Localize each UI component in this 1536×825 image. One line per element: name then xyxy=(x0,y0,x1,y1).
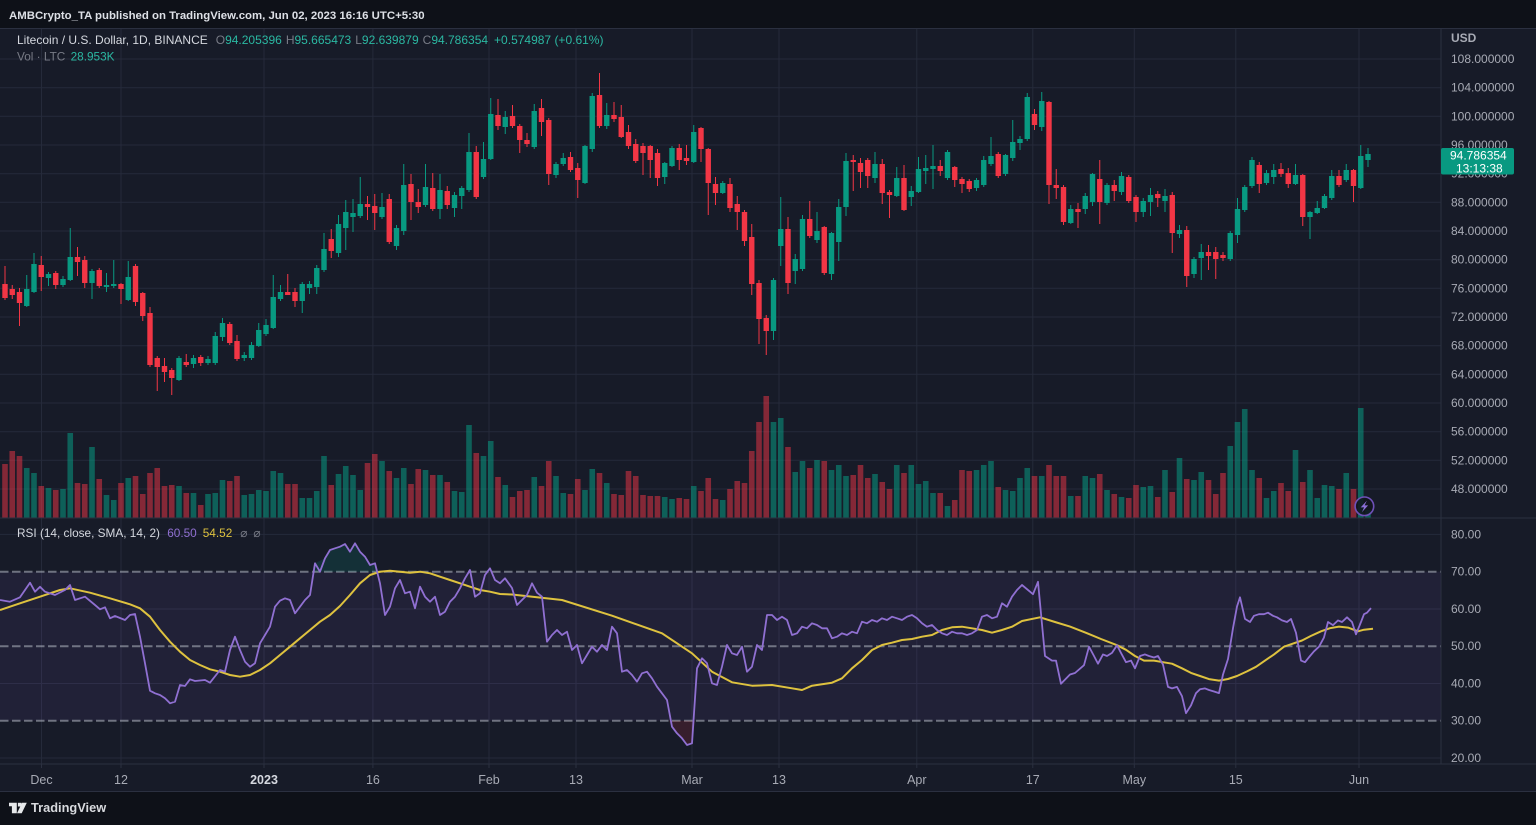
svg-text:64.000000: 64.000000 xyxy=(1451,367,1508,381)
svg-text:2023: 2023 xyxy=(250,773,278,787)
svg-text:16: 16 xyxy=(366,773,380,787)
svg-text:USD: USD xyxy=(1451,31,1477,45)
svg-text:52.000000: 52.000000 xyxy=(1451,453,1508,467)
svg-text:94.786354: 94.786354 xyxy=(1450,149,1507,163)
svg-text:76.000000: 76.000000 xyxy=(1451,281,1508,295)
svg-text:May: May xyxy=(1122,773,1146,787)
svg-text:13: 13 xyxy=(772,773,786,787)
svg-text:Jun: Jun xyxy=(1349,773,1369,787)
svg-text:72.000000: 72.000000 xyxy=(1451,310,1508,324)
svg-text:56.000000: 56.000000 xyxy=(1451,425,1508,439)
svg-text:60.00: 60.00 xyxy=(1451,602,1481,616)
svg-text:17: 17 xyxy=(1026,773,1040,787)
svg-text:80.00: 80.00 xyxy=(1451,527,1481,541)
svg-text:68.000000: 68.000000 xyxy=(1451,339,1508,353)
svg-text:13:13:38: 13:13:38 xyxy=(1456,162,1503,176)
svg-text:84.000000: 84.000000 xyxy=(1451,224,1508,238)
svg-text:13: 13 xyxy=(569,773,583,787)
svg-text:RSI (14, close, SMA, 14, 2) 60: RSI (14, close, SMA, 14, 2) 60.50 54.52 ⌀ ⌀ xyxy=(17,526,261,540)
svg-text:108.000000: 108.000000 xyxy=(1451,52,1515,66)
svg-text:40.00: 40.00 xyxy=(1451,677,1481,691)
svg-text:Feb: Feb xyxy=(478,773,500,787)
svg-text:Apr: Apr xyxy=(907,773,926,787)
svg-text:80.000000: 80.000000 xyxy=(1451,253,1508,267)
svg-text:Dec: Dec xyxy=(30,773,52,787)
svg-text:30.00: 30.00 xyxy=(1451,714,1481,728)
svg-text:60.000000: 60.000000 xyxy=(1451,396,1508,410)
svg-text:Litecoin / U.S. Dollar, 1D, BI: Litecoin / U.S. Dollar, 1D, BINANCE O94.2… xyxy=(17,33,603,47)
svg-text:15: 15 xyxy=(1229,773,1243,787)
svg-text:Mar: Mar xyxy=(681,773,703,787)
svg-text:48.000000: 48.000000 xyxy=(1451,482,1508,496)
svg-text:Vol · LTC 28.953K: Vol · LTC 28.953K xyxy=(17,50,115,64)
svg-text:12: 12 xyxy=(114,773,128,787)
svg-text:88.000000: 88.000000 xyxy=(1451,195,1508,209)
svg-text:104.000000: 104.000000 xyxy=(1451,81,1515,95)
svg-text:50.00: 50.00 xyxy=(1451,639,1481,653)
svg-text:100.000000: 100.000000 xyxy=(1451,109,1515,123)
svg-text:AMBCrypto_TA published on Trad: AMBCrypto_TA published on TradingView.co… xyxy=(9,10,425,22)
svg-text:TradingView: TradingView xyxy=(31,800,106,815)
svg-text:20.00: 20.00 xyxy=(1451,751,1481,765)
svg-text:70.00: 70.00 xyxy=(1451,565,1481,579)
